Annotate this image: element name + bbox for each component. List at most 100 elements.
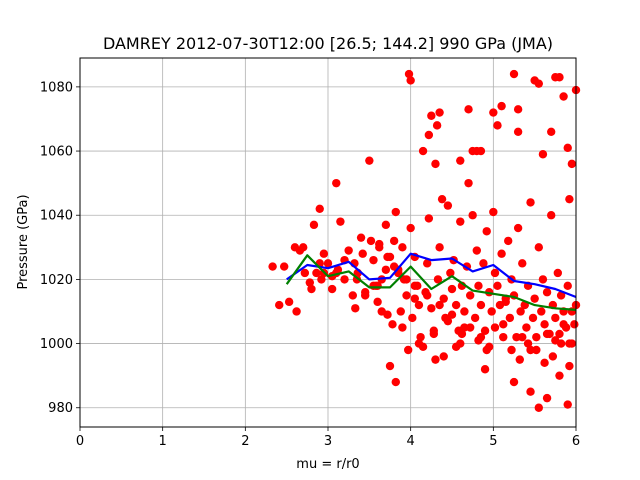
scatter-point — [435, 243, 444, 252]
scatter-point — [542, 288, 552, 297]
scatter-point — [555, 329, 564, 339]
scatter-point — [377, 307, 386, 316]
scatter-point — [504, 236, 513, 246]
scatter-point — [268, 262, 277, 271]
scatter-point — [344, 246, 353, 255]
scatter-point — [476, 300, 486, 310]
scatter-point — [416, 332, 425, 342]
scatter-point — [480, 326, 490, 335]
scatter-point — [476, 332, 486, 342]
scatter-point — [309, 220, 319, 230]
scatter-point — [526, 345, 535, 355]
scatter-point — [284, 297, 294, 307]
scatter-point — [340, 275, 349, 284]
scatter-point — [548, 352, 558, 361]
scatter-point — [431, 355, 440, 364]
x-tick-label: 2 — [241, 434, 249, 449]
scatter-point — [356, 233, 366, 242]
scatter-point — [446, 268, 455, 278]
scatter-point — [319, 249, 329, 258]
scatter-point — [551, 313, 560, 323]
scatter-point — [443, 316, 453, 326]
x-tick-label: 6 — [572, 434, 580, 449]
scatter-point — [497, 101, 506, 111]
scatter-point — [414, 300, 424, 310]
scatter-point — [365, 156, 374, 165]
scatter-point — [470, 313, 480, 323]
scatter-point — [540, 358, 549, 368]
scatter-point — [489, 207, 498, 217]
x-tick-label: 5 — [489, 434, 497, 449]
scatter-point — [300, 268, 310, 278]
scatter-point — [532, 345, 541, 355]
scatter-point — [373, 297, 382, 307]
scatter-point — [447, 284, 457, 294]
scatter-point — [538, 150, 548, 159]
scatter-point — [542, 393, 552, 403]
scatter-point — [518, 259, 527, 268]
scatter-point — [499, 320, 508, 329]
scatter-point — [534, 403, 543, 412]
series-lines — [285, 252, 577, 311]
scatter-point — [515, 355, 524, 364]
scatter-point — [460, 307, 469, 316]
scatter-point — [465, 323, 475, 332]
x-tick-label: 1 — [159, 434, 167, 449]
scatter-point — [431, 159, 440, 169]
scatter-point — [493, 281, 502, 291]
series-line-2 — [285, 254, 577, 311]
scatter-point — [513, 223, 523, 233]
scatter-point — [567, 339, 577, 348]
scatter-point — [406, 223, 415, 233]
scatter-point — [565, 361, 574, 371]
scatter-point — [487, 307, 496, 316]
x-axis: 0 1 2 3 4 5 6 — [76, 427, 580, 449]
scatter-point — [456, 156, 465, 165]
y-tick-label: 980 — [48, 401, 73, 416]
scatter-point — [567, 159, 577, 169]
scatter-point — [559, 320, 568, 329]
scatter-point — [398, 323, 407, 332]
scatter-point — [307, 284, 316, 294]
scatter-point — [501, 297, 510, 307]
scatter-point — [468, 211, 477, 220]
scatter-point — [547, 211, 556, 220]
scatter-point — [336, 217, 345, 226]
scatter-point — [423, 291, 432, 300]
y-tick-label: 1080 — [40, 80, 73, 95]
scatter-point — [437, 194, 447, 204]
scatter-point — [323, 259, 333, 268]
scatter-point — [388, 320, 397, 329]
scatter-point — [381, 265, 391, 274]
scatter-point — [424, 214, 434, 223]
scatter-point — [439, 352, 448, 361]
scatter-point — [389, 236, 399, 246]
scatter-point — [542, 329, 552, 339]
scatter-point — [435, 108, 444, 117]
scatter-point — [312, 268, 321, 278]
scatter-point — [479, 259, 488, 268]
scatter-point — [327, 284, 337, 294]
scatter-point — [555, 371, 564, 380]
scatter-point — [279, 262, 289, 271]
scatter-point — [507, 345, 516, 355]
scatter-point — [410, 281, 419, 291]
scatter-point — [551, 336, 560, 345]
scatter-point — [480, 365, 490, 374]
scatter-point — [275, 300, 284, 310]
scatter-point — [358, 249, 367, 258]
scatter-point — [317, 275, 326, 284]
scatter-point — [538, 275, 548, 284]
scatter-point — [408, 313, 417, 323]
scatter-point — [570, 320, 579, 329]
scatter-point — [351, 304, 360, 313]
scatter-point — [361, 288, 370, 297]
scatter-point — [389, 262, 399, 271]
scatter-point — [402, 275, 411, 284]
x-tick-label: 4 — [407, 434, 415, 449]
scatter-point — [490, 323, 500, 332]
y-tick-label: 1000 — [40, 337, 73, 352]
scatter-point — [518, 332, 527, 342]
scatter-point — [435, 300, 444, 310]
scatter-point — [532, 332, 541, 342]
